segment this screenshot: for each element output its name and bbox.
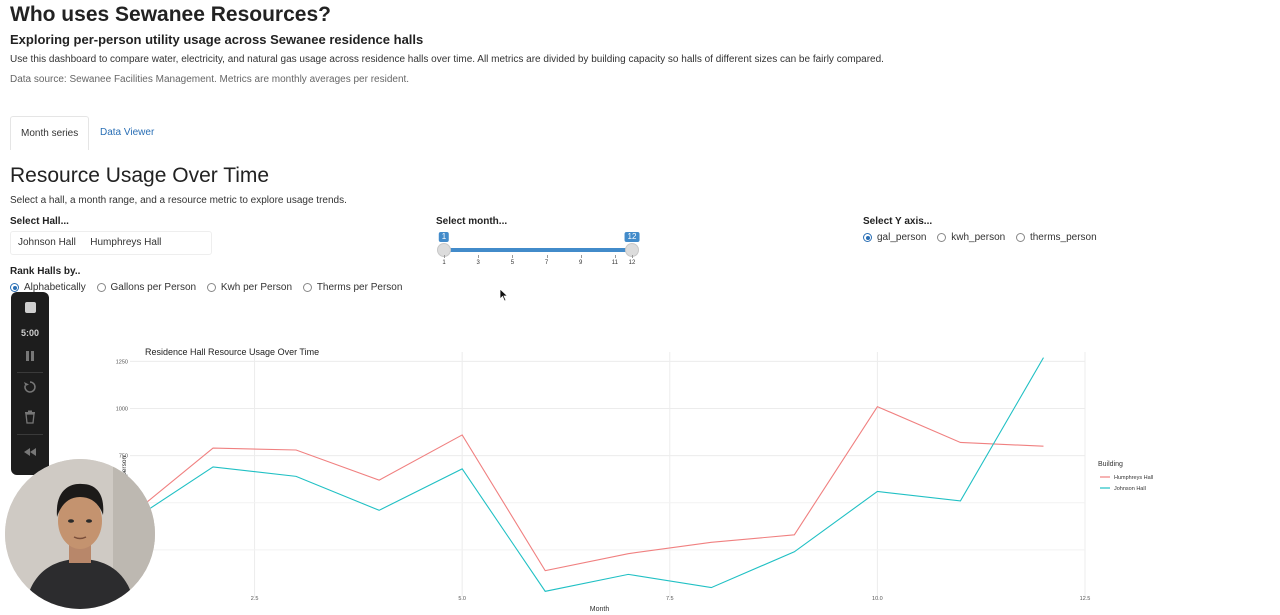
series-line-johnson bbox=[129, 357, 1044, 592]
rank-option-gallons[interactable]: Gallons per Person bbox=[96, 282, 197, 293]
legend-title: Building bbox=[1098, 461, 1123, 468]
tab-data-viewer[interactable]: Data Viewer bbox=[100, 127, 155, 138]
section-title: Resource Usage Over Time bbox=[10, 164, 270, 187]
recording-toolbar: 5:00 bbox=[11, 292, 49, 475]
y-axis-option-gal[interactable]: gal_person bbox=[863, 232, 926, 243]
legend-label: Johnson Hall bbox=[1114, 486, 1146, 492]
usage-line-chart: Residence Hall Resource Usage Over Time 7… bbox=[116, 347, 1153, 613]
mouse-cursor-icon bbox=[499, 288, 509, 302]
y-tick-label: 750 bbox=[119, 454, 128, 460]
radio-label: Alphabetically bbox=[24, 282, 86, 293]
app-subtitle: Exploring per-person utility usage acros… bbox=[10, 32, 424, 47]
y-axis-radio-group: gal_person kwh_person therms_person bbox=[863, 232, 1105, 245]
slider-range-fill bbox=[444, 248, 632, 252]
pause-icon[interactable] bbox=[11, 350, 49, 365]
tab-bar: Month series Data Viewer bbox=[10, 116, 1280, 150]
chart-title: Residence Hall Resource Usage Over Time bbox=[145, 347, 319, 357]
legend-label: Humphreys Hall bbox=[1114, 475, 1153, 481]
rank-option-alphabetically[interactable]: Alphabetically bbox=[10, 282, 86, 293]
month-slider-label: Select month... bbox=[436, 216, 508, 227]
month-range-slider[interactable]: 1 12 1 3 5 7 9 11 12 bbox=[436, 228, 646, 272]
slider-tick-label: 11 bbox=[611, 260, 619, 266]
slider-tick bbox=[614, 255, 616, 258]
slider-tick-label: 9 bbox=[579, 260, 583, 266]
x-tick-label: 12.5 bbox=[1080, 596, 1091, 602]
slider-tick-label: 3 bbox=[476, 260, 480, 266]
slider-tick bbox=[478, 255, 480, 258]
slider-tick-label: 1 bbox=[442, 260, 446, 266]
y-tick-label: 1000 bbox=[116, 407, 128, 413]
slider-tick-label: 12 bbox=[628, 260, 636, 266]
radio-button[interactable] bbox=[863, 233, 872, 242]
app-description: Use this dashboard to compare water, ele… bbox=[10, 54, 884, 65]
presenter-avatar bbox=[5, 459, 155, 609]
radio-button[interactable] bbox=[1015, 233, 1025, 242]
radio-button[interactable] bbox=[206, 283, 216, 292]
radio-button[interactable] bbox=[10, 283, 19, 292]
slider-tick bbox=[632, 255, 633, 258]
radio-button[interactable] bbox=[302, 283, 312, 292]
radio-label: Kwh per Person bbox=[220, 282, 293, 293]
radio-label: Gallons per Person bbox=[110, 282, 197, 293]
hall-chip-johnson[interactable]: Johnson Hall bbox=[18, 237, 76, 248]
webcam-overlay bbox=[5, 459, 155, 609]
y-axis-option-therms[interactable]: therms_person bbox=[1015, 232, 1097, 243]
radio-label: gal_person bbox=[877, 232, 927, 243]
rank-option-therms[interactable]: Therms per Person bbox=[302, 282, 403, 293]
hall-select-label: Select Hall... bbox=[10, 216, 69, 227]
rewind-icon[interactable] bbox=[11, 446, 49, 460]
radio-button[interactable] bbox=[937, 233, 947, 242]
slider-tick bbox=[512, 255, 514, 258]
radio-label: kwh_person bbox=[951, 232, 1006, 243]
tab-month-series[interactable]: Month series bbox=[10, 116, 90, 150]
radio-label: therms_person bbox=[1029, 232, 1097, 243]
section-description: Select a hall, a month range, and a reso… bbox=[10, 195, 347, 206]
slider-tick bbox=[580, 255, 582, 258]
hall-chip-humphreys[interactable]: Humphreys Hall bbox=[90, 237, 162, 248]
y-axis-title: gal_person bbox=[121, 456, 128, 489]
data-source-note: Data source: Sewanee Facilities Manageme… bbox=[10, 74, 410, 85]
restart-icon[interactable] bbox=[11, 380, 49, 397]
slider-tick bbox=[444, 255, 445, 258]
hall-select-input[interactable]: Johnson Hall Humphreys Hall bbox=[10, 231, 212, 255]
recording-timer: 5:00 bbox=[20, 328, 39, 338]
y-tick-label: 1250 bbox=[116, 359, 128, 365]
slider-low-value: 1 bbox=[438, 232, 450, 242]
plot-panel bbox=[130, 352, 1085, 597]
x-tick-label: 2.5 bbox=[251, 596, 259, 602]
x-tick-label: 10.0 bbox=[872, 596, 883, 602]
y-axis-select-label: Select Y axis... bbox=[863, 216, 933, 227]
slider-tick bbox=[546, 255, 548, 258]
slider-high-value: 12 bbox=[624, 232, 640, 242]
radio-button[interactable] bbox=[96, 283, 106, 292]
slider-tick-label: 5 bbox=[510, 260, 515, 266]
stop-icon[interactable] bbox=[11, 302, 49, 316]
x-tick-label: 5.0 bbox=[458, 596, 466, 602]
slider-tick-label: 7 bbox=[544, 260, 549, 266]
app-title: Who uses Sewanee Resources? bbox=[10, 3, 331, 26]
rank-option-kwh[interactable]: Kwh per Person bbox=[206, 282, 293, 293]
x-tick-label: 7.5 bbox=[666, 596, 674, 602]
rank-halls-label: Rank Halls by.. bbox=[10, 266, 81, 277]
series-line-humphreys bbox=[129, 405, 1044, 572]
y-axis-option-kwh[interactable]: kwh_person bbox=[937, 232, 1005, 243]
x-axis-title: Month bbox=[590, 606, 610, 613]
trash-icon[interactable] bbox=[11, 410, 49, 427]
radio-label: Therms per Person bbox=[316, 282, 403, 293]
rank-radio-group: Alphabetically Gallons per Person Kwh pe… bbox=[10, 282, 410, 295]
